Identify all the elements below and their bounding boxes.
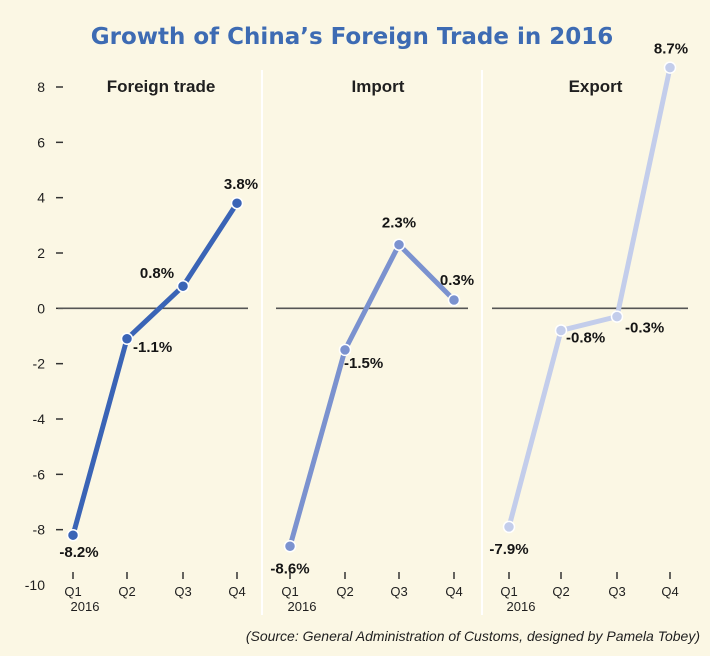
data-point: [66, 528, 80, 542]
data-point: [338, 343, 352, 357]
data-label: -8.2%: [59, 544, 98, 561]
y-tick-label: 6: [37, 134, 45, 150]
x-sublabel: 2016: [507, 599, 536, 614]
y-tick-label: 4: [37, 190, 45, 206]
data-point: [392, 238, 406, 251]
data-label: -7.9%: [489, 541, 528, 558]
panel-title: Export: [569, 77, 623, 96]
data-point: [230, 196, 244, 210]
x-tick-label: Q3: [174, 584, 191, 599]
x-tick-label: Q4: [661, 584, 678, 599]
data-point: [610, 310, 624, 323]
x-tick-label: Q2: [552, 584, 569, 599]
x-tick-label: Q1: [281, 584, 298, 599]
y-tick-label: -8: [33, 522, 46, 538]
panel-title: Foreign trade: [107, 77, 216, 96]
data-label: -1.5%: [344, 355, 383, 372]
data-label: -0.8%: [566, 329, 605, 346]
data-point: [120, 332, 134, 346]
panel-title: Import: [352, 77, 405, 96]
y-axis: 8 6 4 2 0 -2 -4 -6 -8 -10: [25, 79, 63, 593]
data-point: [554, 324, 568, 337]
data-label: 0.8%: [140, 265, 174, 282]
x-tick-label: Q4: [445, 584, 462, 599]
chart-panels: Foreign trade -8.2% -1.1% 0.8% 3.8% Q1 Q2 Q3 Q4 2…: [58, 41, 688, 615]
y-tick-label: 2: [37, 245, 45, 261]
panel-2: Export -7.9% -0.8% -0.3% 8.7% Q1 Q2 Q3 Q4 2016: [489, 41, 688, 614]
y-tick-label: 8: [37, 79, 45, 95]
data-label: -1.1%: [133, 339, 172, 356]
data-point: [176, 279, 190, 293]
data-label: -0.3%: [625, 320, 664, 337]
data-label: 0.3%: [440, 272, 474, 289]
x-tick-label: Q1: [500, 584, 517, 599]
data-label: 2.3%: [382, 215, 416, 232]
data-label: 8.7%: [654, 41, 688, 58]
series-line: [287, 242, 457, 549]
series-line: [506, 65, 673, 530]
y-tick-label: -4: [33, 411, 46, 427]
panel-1: Import -8.6% -1.5% 2.3% 0.3% Q1 Q2 Q3 Q4 2016: [270, 77, 474, 614]
source-note: (Source: General Administration of Custo…: [246, 628, 700, 644]
x-tick-label: Q2: [118, 584, 135, 599]
data-point: [663, 61, 677, 74]
x-sublabel: 2016: [288, 599, 317, 614]
y-tick-label: -2: [33, 356, 46, 372]
x-tick-label: Q2: [336, 584, 353, 599]
y-tick-label: -6: [33, 466, 46, 482]
y-tick-label: 0: [37, 300, 45, 316]
x-tick-label: Q3: [390, 584, 407, 599]
data-point: [502, 520, 516, 534]
data-point: [283, 540, 297, 553]
x-tick-label: Q4: [228, 584, 245, 599]
series-line: [70, 200, 240, 538]
x-sublabel: 2016: [71, 599, 100, 614]
x-tick-label: Q1: [64, 584, 81, 599]
data-point: [447, 293, 461, 307]
panel-0: Foreign trade -8.2% -1.1% 0.8% 3.8% Q1 Q2 Q3 Q4 2…: [58, 77, 258, 614]
chart-title: Growth of China’s Foreign Trade in 2016: [91, 24, 614, 50]
data-label: 3.8%: [224, 176, 258, 193]
y-tick-label: -10: [25, 577, 45, 593]
data-label: -8.6%: [270, 560, 309, 577]
x-tick-label: Q3: [608, 584, 625, 599]
